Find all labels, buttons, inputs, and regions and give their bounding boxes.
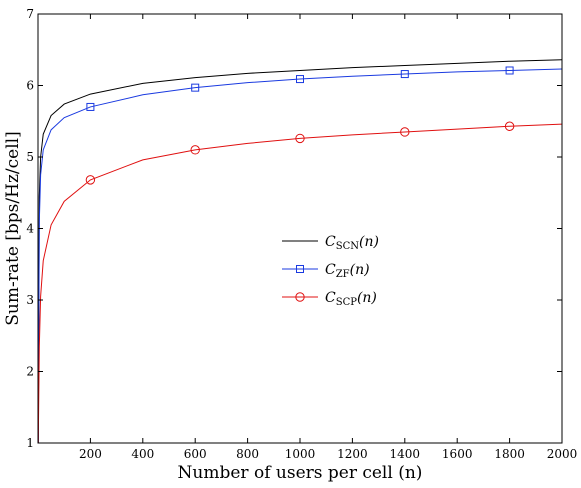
x-axis-title: Number of users per cell (n) [178, 463, 423, 483]
y-tick-label: 5 [26, 150, 34, 164]
plot-area [37, 59, 563, 444]
legend-marker-zf [296, 265, 304, 273]
data-point-zf [296, 75, 304, 84]
y-tick-label: 7 [26, 7, 34, 21]
legend-label-zf: CZF(n) [325, 262, 370, 280]
data-point-scp [85, 175, 96, 185]
x-tick-label: 400 [131, 447, 154, 461]
y-tick-label: 1 [26, 436, 34, 450]
y-tick-label: 2 [26, 365, 34, 379]
data-point-zf [191, 83, 200, 92]
legend: CSCN(n) CZF(n) CSCP(n) [282, 234, 379, 308]
data-point-zf [505, 66, 514, 75]
y-tick-label: 4 [26, 222, 34, 236]
x-tick-label: 800 [236, 447, 259, 461]
legend-label-scp: CSCP(n) [325, 290, 377, 308]
x-tick-label: 1800 [494, 447, 525, 461]
axes: 200 400 600 800 1000 1200 1400 1600 1800 2000 1 2 3 4… [26, 7, 577, 461]
y-tick-label: 6 [26, 79, 34, 93]
y-axis-title: Sum-rate [bps/Hz/cell] [3, 131, 23, 325]
x-tick-label: 1000 [285, 447, 316, 461]
x-tick-label: 1200 [337, 447, 368, 461]
x-tick-label: 2000 [547, 447, 578, 461]
series-line-zf [37, 68, 563, 444]
series-line-scp [37, 123, 563, 444]
x-tick-label: 600 [184, 447, 207, 461]
data-point-scp [400, 127, 410, 137]
series-line-scn [37, 59, 563, 444]
legend-label-scn: CSCN(n) [325, 234, 379, 252]
legend-marker-scp [295, 292, 305, 302]
y-tick-label: 3 [26, 293, 34, 307]
x-tick-label: 1400 [390, 447, 421, 461]
data-point-scp [504, 121, 515, 131]
data-point-zf [86, 102, 95, 111]
data-point-scp [190, 145, 200, 155]
data-point-scp [295, 133, 305, 144]
data-point-zf [400, 70, 409, 79]
x-tick-label: 1600 [442, 447, 473, 461]
x-tick-label: 200 [79, 447, 102, 461]
